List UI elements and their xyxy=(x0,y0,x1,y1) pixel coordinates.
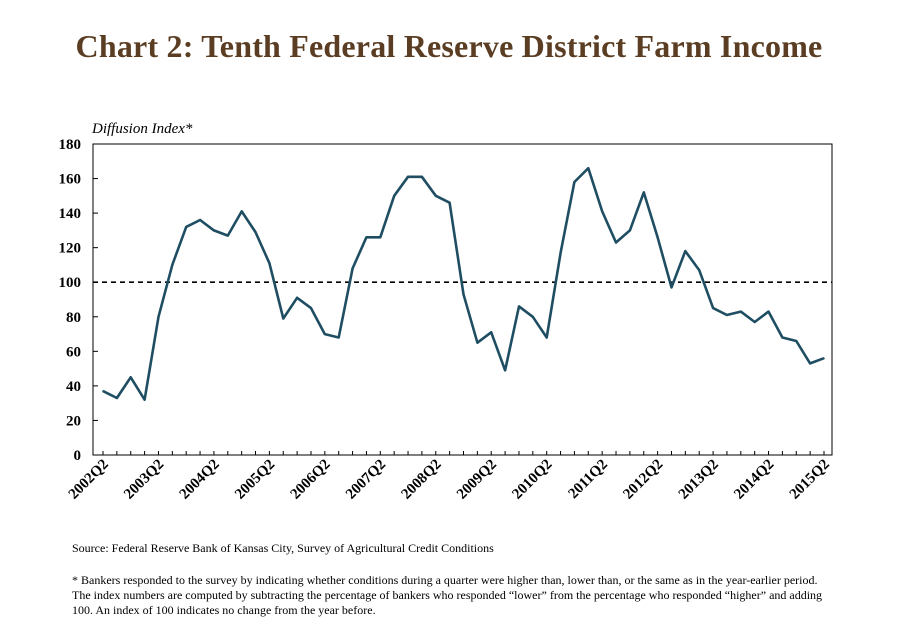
data-point xyxy=(740,310,742,313)
y-tick-label: 20 xyxy=(66,413,81,429)
data-point xyxy=(476,341,479,344)
data-point xyxy=(823,357,825,360)
data-point xyxy=(490,331,493,334)
data-point xyxy=(698,269,701,271)
data-point xyxy=(143,398,146,401)
data-point xyxy=(199,219,201,221)
y-tick-label: 80 xyxy=(66,310,81,326)
y-tick-label: 40 xyxy=(66,379,81,395)
data-point xyxy=(102,390,104,392)
x-tick-label: 2011Q2 xyxy=(565,457,610,502)
data-point xyxy=(559,252,562,254)
data-point xyxy=(240,210,243,213)
data-point xyxy=(573,181,576,183)
footnote: * Bankers responded to the survey by ind… xyxy=(72,573,823,617)
data-point xyxy=(434,195,437,197)
data-point xyxy=(781,336,784,339)
x-tick-label: 2010Q2 xyxy=(509,457,555,503)
data-point xyxy=(726,314,728,316)
data-point xyxy=(518,305,520,308)
data-point xyxy=(670,286,673,289)
x-tick-label: 2009Q2 xyxy=(454,457,500,503)
x-axis-ticks: 2002Q2 2003Q2 2004Q2 2005Q2 2006Q2 2007Q2 2008… xyxy=(66,451,833,503)
data-point xyxy=(351,267,354,270)
data-point xyxy=(171,264,174,266)
data-point xyxy=(809,362,811,365)
data-point xyxy=(587,167,590,169)
data-point xyxy=(185,226,187,228)
x-tick-label: 2014Q2 xyxy=(731,457,777,503)
data-point xyxy=(601,210,603,213)
data-point xyxy=(629,229,631,232)
data-point xyxy=(684,250,687,252)
data-point xyxy=(407,176,409,178)
data-point xyxy=(767,310,770,313)
y-tick-label: 180 xyxy=(59,137,82,153)
x-tick-label: 2015Q2 xyxy=(787,457,833,503)
data-point xyxy=(393,195,395,197)
data-point xyxy=(504,369,506,372)
data-point xyxy=(448,201,451,204)
data-point xyxy=(324,333,326,335)
data-point xyxy=(268,262,271,265)
y-tick-label: 140 xyxy=(59,206,82,222)
x-tick-label: 2012Q2 xyxy=(620,457,666,503)
x-tick-label: 2006Q2 xyxy=(288,457,334,503)
y-tick-label: 0 xyxy=(74,448,82,464)
data-point xyxy=(296,296,298,299)
chart-title: Chart 2: Tenth Federal Reserve District … xyxy=(75,28,823,64)
x-tick-label: 2004Q2 xyxy=(177,457,223,503)
data-point xyxy=(282,317,285,320)
x-tick-label: 2003Q2 xyxy=(121,457,167,503)
x-tick-label: 2005Q2 xyxy=(232,457,278,503)
data-point xyxy=(753,321,756,323)
data-point xyxy=(795,340,798,342)
data-point xyxy=(213,229,215,232)
data-point xyxy=(254,231,257,233)
data-point xyxy=(462,293,465,296)
y-tick-label: 160 xyxy=(59,172,82,188)
y-tick-label: 100 xyxy=(59,275,82,291)
data-point xyxy=(226,234,229,237)
data-point xyxy=(642,191,645,194)
data-point xyxy=(310,307,312,309)
series-group xyxy=(102,166,825,402)
data-point xyxy=(421,176,423,178)
data-point xyxy=(532,315,534,318)
x-tick-label: 2013Q2 xyxy=(676,457,722,503)
data-point xyxy=(116,397,118,399)
data-point xyxy=(656,236,659,239)
data-point xyxy=(379,236,382,239)
source-note: Source: Federal Reserve Bank of Kansas C… xyxy=(72,541,494,555)
y-tick-label: 120 xyxy=(59,241,82,257)
y-axis-label: Diffusion Index* xyxy=(91,121,193,137)
x-tick-label: 2008Q2 xyxy=(399,457,445,503)
data-point xyxy=(712,307,714,309)
y-axis-ticks: 0 20 40 60 80 100 120 140 160 180 xyxy=(59,137,98,464)
data-point xyxy=(365,236,368,239)
data-point xyxy=(615,241,617,244)
data-point xyxy=(545,336,548,339)
data-point xyxy=(129,376,132,379)
y-tick-label: 60 xyxy=(66,344,81,360)
data-point xyxy=(157,315,160,318)
plot-area-frame xyxy=(92,143,833,456)
data-point xyxy=(337,336,340,339)
x-tick-label: 2007Q2 xyxy=(343,457,389,503)
series-line-farm-income xyxy=(102,166,825,402)
